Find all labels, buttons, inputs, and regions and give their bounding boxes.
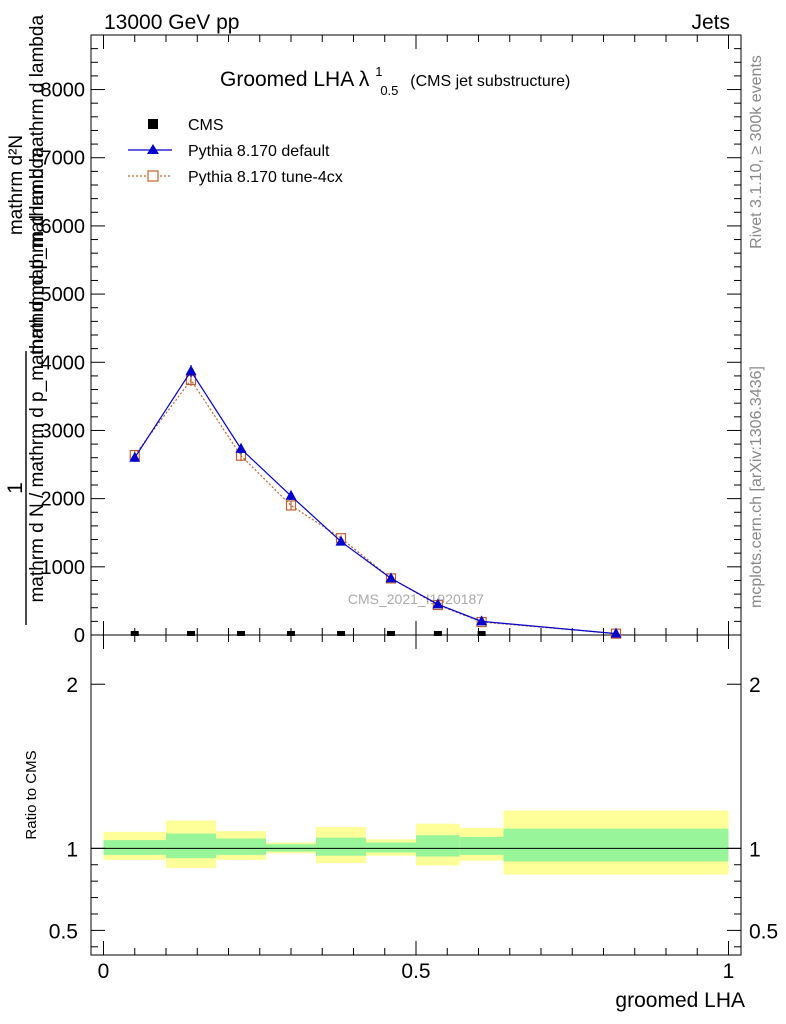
series-cms xyxy=(130,631,486,636)
ratio-ytick-label-left: 1 xyxy=(66,838,78,861)
data-point xyxy=(476,615,488,626)
data-point xyxy=(433,631,442,636)
axis-ticks xyxy=(91,34,741,955)
main-ytick-label: 5000 xyxy=(41,284,86,306)
data-point xyxy=(285,500,297,511)
series-line xyxy=(134,378,617,635)
data-point xyxy=(387,631,395,636)
ratio-ytick-label-right: 2 xyxy=(749,674,761,697)
ratio-band-inner xyxy=(459,836,504,855)
rivet-label: Rivet 3.1.10, ≥ 300k events xyxy=(748,55,765,249)
ratio-ytick-label-right: 0.5 xyxy=(749,920,778,943)
main-ytick-label: 7000 xyxy=(41,148,86,170)
header-process: Jets xyxy=(691,11,730,34)
main-ytick-label: 0 xyxy=(74,625,85,647)
data-point xyxy=(130,631,139,636)
ratio-plot-frame xyxy=(90,634,742,956)
ratio-band-inner xyxy=(503,828,729,862)
ratio-ytick-labels: 0.5 0.5 1 1 2 2 xyxy=(49,674,778,943)
data-point xyxy=(337,631,345,636)
main-ytick-label: 8000 xyxy=(41,80,86,102)
data-point xyxy=(610,627,622,638)
xtick-label: 1 xyxy=(723,960,735,983)
main-ylabel-d2n: mathrm d²N xyxy=(6,135,27,235)
chart-title: Groomed LHA λ 1 0.5 (CMS jet substructur… xyxy=(220,58,570,100)
main-ytick-label: 2000 xyxy=(41,489,86,511)
main-ytick-label: 1000 xyxy=(41,557,86,579)
data-point xyxy=(129,451,141,462)
series-pythia-default xyxy=(129,365,622,638)
xaxis-label: groomed LHA xyxy=(615,989,745,1012)
chart-title-main: Groomed LHA λ xyxy=(220,68,370,91)
main-ylabel-dlambda: mathrm d p_mathrm d mathrm d lambda xyxy=(27,15,48,355)
chart-title-sub: 0.5 xyxy=(380,83,398,98)
chart-title-suffix: (CMS jet substructure) xyxy=(410,73,570,90)
ratio-band-inner xyxy=(366,842,416,853)
main-ylabel-denominator: mathrm d N / mathrm d p_mathrm d mathrm … xyxy=(27,147,48,603)
xtick-label: 0 xyxy=(98,960,110,983)
data-point xyxy=(235,442,247,453)
ratio-bands xyxy=(103,810,729,875)
ratio-band-inner xyxy=(166,833,216,859)
legend-tune-marker xyxy=(147,170,159,182)
data-point xyxy=(237,631,245,636)
legend-default-label: Pythia 8.170 default xyxy=(188,143,330,160)
xtick-label: 0.5 xyxy=(401,960,430,983)
header-energy: 13000 GeV pp xyxy=(104,11,239,34)
data-point xyxy=(185,365,197,376)
ratio-band-inner xyxy=(316,837,366,856)
data-point xyxy=(432,598,444,609)
data-point xyxy=(285,489,297,500)
legend-tune-label: Pythia 8.170 tune-4cx xyxy=(188,169,343,186)
ratio-ylabel: Ratio to CMS xyxy=(23,750,40,839)
legend-cms-marker xyxy=(148,119,158,129)
main-ytick-label: 4000 xyxy=(41,352,86,374)
analysis-watermark: CMS_2021_I1920187 xyxy=(348,591,484,607)
ratio-ytick-label-right: 1 xyxy=(749,838,761,861)
ratio-band-inner xyxy=(216,838,266,855)
main-ytick-label: 6000 xyxy=(41,216,86,238)
main-ytick-labels: 0 1000 2000 3000 4000 5000 6000 7000 8000 xyxy=(41,80,86,647)
main-ylabel: 1 mathrm d N / mathrm d p_mathrm d mathr… xyxy=(4,15,48,625)
ratio-ytick-label-left: 0.5 xyxy=(49,920,78,943)
data-point xyxy=(287,631,295,636)
xtick-labels: 0 0.5 1 xyxy=(98,960,735,983)
data-point xyxy=(335,535,347,546)
data-point xyxy=(187,631,195,636)
mcplots-label: mcplots.cern.ch [arXiv:1306.3436] xyxy=(748,366,765,608)
ratio-band-inner xyxy=(103,840,166,855)
data-point xyxy=(477,631,486,636)
chart-title-sup: 1 xyxy=(375,64,382,79)
main-ytick-label: 3000 xyxy=(41,420,86,442)
ratio-band-inner xyxy=(416,835,460,857)
data-point xyxy=(385,572,397,583)
ratio-ytick-label-left: 2 xyxy=(66,674,78,697)
legend-default-marker xyxy=(147,144,159,154)
legend: CMS Pythia 8.170 default Pythia 8.170 tu… xyxy=(128,117,343,186)
legend-cms-label: CMS xyxy=(188,117,224,134)
main-ylabel-numerator: 1 xyxy=(4,482,27,494)
